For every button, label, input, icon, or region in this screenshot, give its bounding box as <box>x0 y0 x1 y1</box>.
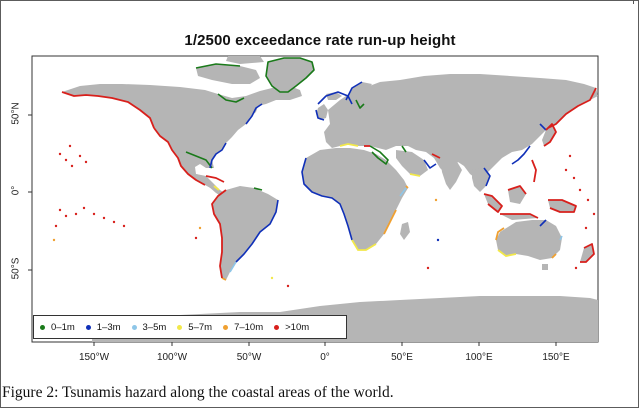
hazard-segment-e-africa <box>383 209 397 235</box>
land-japan <box>542 124 556 146</box>
hazard-segment-patagonia <box>221 277 227 281</box>
land-north-america <box>62 84 302 190</box>
hazard-segment-caribbean <box>205 175 225 183</box>
hazard-segment-japan <box>543 123 557 147</box>
legend-label-1-3m: 1–3m <box>96 321 121 333</box>
hazard-segment-alaska <box>61 91 155 129</box>
hazard-segment-arabia-s <box>409 173 421 177</box>
lon-label-100e: 100°E <box>465 352 493 363</box>
hazard-segment-java <box>500 213 539 219</box>
legend-label-over-10m: >10m <box>285 321 310 333</box>
hazard-segment-hudson <box>217 93 245 103</box>
lon-label-50w: 50°W <box>236 352 262 363</box>
land-india <box>440 158 462 190</box>
hazard-segment-borneo <box>507 185 527 195</box>
hazard-coastline-7-10m <box>221 185 557 281</box>
lon-label-0: 0° <box>320 352 330 363</box>
hazard-segment-sumatra <box>483 193 503 213</box>
land-australia <box>496 220 562 260</box>
land-sumatra <box>484 194 502 212</box>
legend-label-5-7m: 5–7m <box>188 321 213 333</box>
land-africa <box>302 148 408 250</box>
hazard-segment-us-east <box>209 142 227 169</box>
figure-caption: Figure 2: Tsunamis hazard along the coas… <box>2 384 394 401</box>
hazard-segment-w-africa <box>301 157 353 241</box>
legend-item-5-7m: 5–7m <box>177 322 212 333</box>
map-title: 1/2500 exceedance rate run-up height <box>184 32 456 49</box>
hazard-segment-greenland <box>265 57 315 93</box>
hazard-segment-uk <box>315 109 325 121</box>
hazard-pacific-islands <box>52 144 596 288</box>
land-south-america <box>212 186 278 280</box>
hazard-segment-arctic <box>195 63 241 69</box>
land-eurasia <box>324 74 598 180</box>
land-arabia <box>396 150 428 176</box>
hazard-segment-china <box>511 145 531 165</box>
land-madagascar <box>400 222 410 240</box>
lat-label-equator: 0° <box>10 185 22 196</box>
legend-item-3-5m: 3–5m <box>131 321 167 333</box>
hazard-segment-med-n <box>339 143 359 147</box>
legend-item-1-3m: 1–3m <box>85 321 121 333</box>
hazard-segment-norway <box>345 81 363 101</box>
lon-label-150e: 150°E <box>542 352 570 363</box>
legend-dot-7-10m <box>223 324 229 330</box>
land-british-isles <box>316 104 328 120</box>
map-legend: 0–1m 1–3m 3–5m 5–7m 7–10m >10m <box>33 315 347 339</box>
hazard-coastline-0-1m <box>185 57 407 191</box>
hazard-segment-amazon <box>253 187 263 191</box>
lon-label-50e: 50°E <box>391 352 413 363</box>
hazard-segment-australia-s <box>497 249 517 257</box>
hazard-segment-caspian <box>401 145 407 153</box>
hazard-segment-kamchatka <box>547 87 597 129</box>
hazard-segment-mediterranean <box>369 145 389 165</box>
hazard-segment-baltic <box>355 99 365 109</box>
legend-dot-over-10m <box>274 324 280 330</box>
lon-label-150w: 150°W <box>78 352 110 363</box>
hazard-segment-brazil <box>235 199 279 263</box>
hazard-coastline-over-10m <box>61 87 597 279</box>
page-edge-mark <box>633 0 634 4</box>
legend-dot-1-3m <box>85 324 91 330</box>
hazard-segment-philippines <box>531 159 537 183</box>
legend-dot-3-5m <box>131 324 137 330</box>
land-arctic-islands <box>196 64 260 84</box>
hazard-segment-indochina <box>483 167 491 187</box>
land-tasmania <box>542 264 548 270</box>
land-borneo <box>508 186 526 204</box>
hazard-segment-andes <box>211 189 227 279</box>
legend-item-7-10m: 7–10m <box>223 322 263 333</box>
hazard-segment-labrador <box>245 103 263 125</box>
hazard-segment-e-australia <box>539 219 547 227</box>
hazard-segment-iran <box>431 153 441 159</box>
hazard-segment-persian <box>423 159 437 169</box>
hazard-coastline-1-3m <box>209 81 547 263</box>
legend-dot-5-7m <box>177 324 183 330</box>
legend-label-3-5m: 3–5m <box>142 321 167 333</box>
lat-label-50n: 50°N <box>10 102 22 125</box>
land-scandinavia <box>346 82 372 110</box>
hazard-segment-new-zealand <box>580 243 595 263</box>
hazard-coastline-5-7m <box>213 143 517 257</box>
land-greenland <box>266 58 314 92</box>
hazard-segment-new-guinea <box>548 199 577 213</box>
legend-dot-0-1m <box>40 324 45 330</box>
hazard-segment-japan-sea <box>539 123 547 131</box>
hazard-segment-us-west <box>153 127 206 186</box>
hazard-segment-sw-australia <box>495 227 505 241</box>
legend-label-7-10m: 7–10m <box>234 321 264 333</box>
hazard-segment-gulf-mexico <box>185 151 213 169</box>
lat-label-50s: 50°S <box>10 257 22 280</box>
land-indochina <box>472 168 490 192</box>
hazard-segment-s-africa <box>351 239 377 251</box>
hazard-segment-n-europe <box>317 91 353 105</box>
legend-label-0-1m: 0–1m <box>51 321 75 333</box>
hazard-coastline-3-5m <box>229 187 563 273</box>
legend-item-0-1m: 0–1m <box>40 322 75 333</box>
legend-item-over-10m: >10m <box>274 322 309 333</box>
axis-ticks <box>28 114 557 346</box>
lon-label-100w: 100°W <box>156 352 188 363</box>
